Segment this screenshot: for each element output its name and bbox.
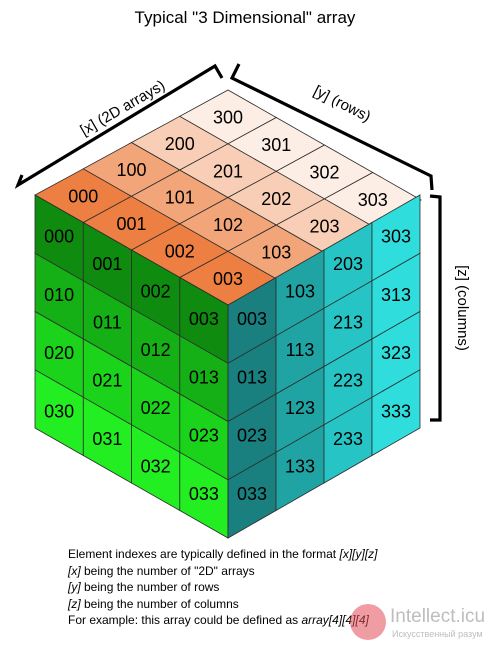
right-face-index-label: 223 (333, 371, 363, 391)
top-face-index-label: 303 (358, 190, 388, 210)
right-face-cell (371, 369, 421, 457)
caption-text: being the number of columns (80, 596, 239, 611)
right-face-index-label: 013 (237, 367, 267, 387)
top-face-index-label: 203 (309, 216, 339, 236)
top-face-index-label: 300 (213, 108, 243, 128)
left-face-index-label: 002 (141, 282, 171, 302)
left-face-index-label: 001 (92, 254, 122, 274)
right-face-index-label: 003 (237, 309, 267, 329)
left-face-index-label: 030 (44, 401, 74, 421)
top-face-index-label: 100 (116, 160, 146, 180)
right-face-index-label: 333 (381, 401, 411, 421)
top-face-index-label: 102 (213, 215, 243, 235)
caption-text: being the number of rows (80, 580, 220, 595)
left-face-index-label: 000 (44, 227, 74, 247)
axis-brackets (14, 63, 442, 422)
caption-line-4: [z] being the number of columns (68, 596, 448, 613)
watermark-logo-icon (350, 604, 386, 640)
right-face-index-label: 113 (286, 340, 315, 360)
left-face-index-label: 003 (189, 309, 219, 329)
top-face-index-label: 000 (68, 186, 98, 206)
cube-left-face: 000 001 002 003 010 011 012 013 020 021 022 023 030 0… (34, 194, 229, 539)
caption-text: Element indexes are typically defined in… (68, 547, 340, 561)
left-face-index-label: 032 (141, 456, 171, 476)
top-face-index-label: 001 (116, 214, 146, 234)
top-face-index-label: 003 (213, 269, 243, 289)
watermark-subtitle: Искусственный разум (392, 629, 483, 639)
right-face-index-label: 313 (381, 285, 411, 305)
left-face-index-label: 022 (141, 398, 171, 418)
y-axis-bracket (229, 63, 434, 191)
right-face-index-label: 303 (381, 227, 411, 247)
x-axis-bracket (14, 63, 224, 189)
left-face-index-label: 021 (92, 371, 122, 391)
left-face-index-label: 012 (141, 340, 171, 360)
caption-text: being the number of "2D" arrays (80, 563, 255, 578)
left-face-index-label: 033 (189, 484, 219, 504)
right-face-index-label: 213 (333, 312, 363, 332)
left-face-index-label: 031 (92, 429, 122, 449)
left-face-index-label: 011 (93, 312, 122, 332)
top-face-index-label: 302 (309, 163, 339, 183)
right-face-index-label: 323 (381, 343, 411, 363)
z-axis-label: [z] (columns) (454, 265, 471, 351)
watermark-name: Intellect.icu (390, 606, 486, 627)
left-face-index-label: 020 (44, 343, 74, 363)
right-face-index-label: 203 (333, 254, 363, 274)
right-face-index-label: 033 (237, 484, 267, 504)
cube-right-face: 003 103 203 303 013 113 213 313 023 123 223 323 033 1… (227, 194, 421, 539)
top-face-index-label: 200 (165, 134, 195, 154)
top-face-index-label: 202 (261, 189, 291, 209)
right-face-index-label: 233 (333, 429, 363, 449)
caption-line-3: [y] being the number of rows (68, 579, 448, 596)
watermark: Intellect.icu Искусственный разум (350, 604, 486, 644)
y-axis-label: [y] (rows) (311, 82, 374, 125)
caption-x-term: [x] (68, 563, 81, 578)
top-face-index-label: 002 (165, 241, 195, 261)
top-face-index-label: 201 (213, 161, 243, 181)
caption-z-term: [z] (68, 596, 81, 611)
caption-y-term: [y] (68, 580, 81, 595)
caption-line-1: Element indexes are typically defined in… (68, 546, 448, 563)
right-face-index-label: 023 (237, 426, 267, 446)
left-face-index-label: 010 (44, 285, 74, 305)
diagram-title: Typical "3 Dimensional" array (134, 8, 356, 27)
left-face-index-label: 013 (189, 367, 219, 387)
z-axis-bracket (429, 194, 442, 422)
right-face-index-label: 133 (285, 456, 315, 476)
caption-line-2: [x] being the number of "2D" arrays (68, 563, 448, 580)
right-face-index-label: 103 (285, 282, 315, 302)
caption: Element indexes are typically defined in… (68, 546, 448, 629)
top-face-index-label: 101 (165, 188, 195, 208)
top-face-index-label: 103 (261, 243, 291, 263)
left-face-index-label: 023 (189, 426, 219, 446)
top-face-index-label: 301 (261, 135, 291, 155)
right-face-index-label: 123 (285, 398, 315, 418)
caption-text: For example: this array could be defined… (68, 613, 302, 628)
caption-index-format: [x][y][z] (339, 547, 378, 561)
